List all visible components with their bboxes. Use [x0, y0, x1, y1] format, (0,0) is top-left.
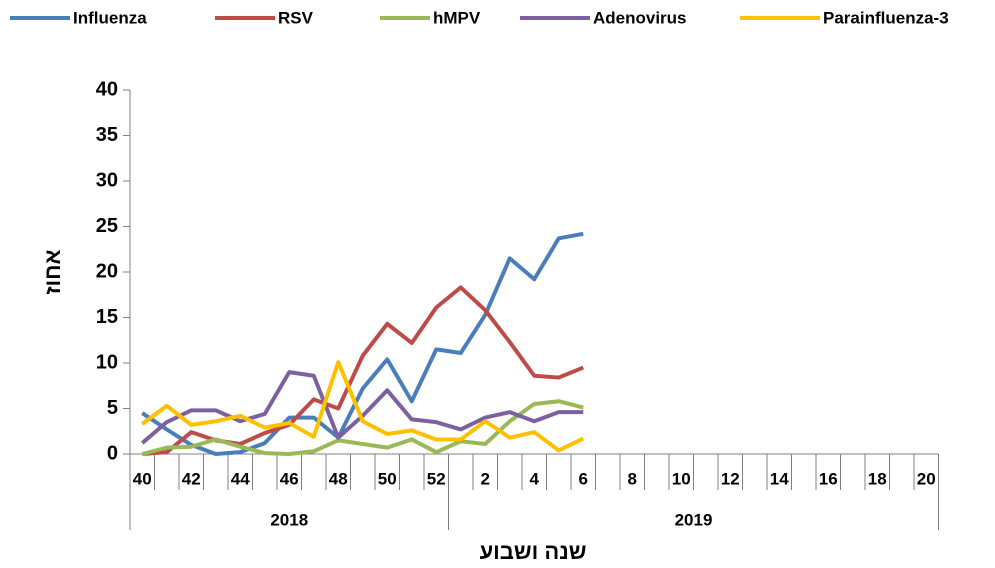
- series-line: [141, 360, 585, 453]
- x-tick-label: 44: [231, 469, 250, 488]
- y-tick-label: 40: [96, 78, 118, 100]
- y-tick-label: 35: [96, 124, 118, 146]
- x-tick-label: 42: [182, 469, 201, 488]
- x-tick-label: 4: [530, 469, 540, 488]
- y-tick-label: 30: [96, 169, 118, 191]
- y-axis-title: אחוז: [40, 249, 65, 294]
- x-tick-label: 8: [628, 469, 637, 488]
- series-line: [141, 231, 584, 456]
- y-tick-label: 5: [107, 397, 118, 419]
- x-tick-label: 50: [378, 469, 397, 488]
- x-tick-label: 14: [770, 469, 789, 488]
- x-tick-label: 20: [917, 469, 936, 488]
- y-tick-label: 15: [96, 306, 118, 328]
- legend-label: Influenza: [73, 8, 147, 27]
- x-tick-label: 46: [280, 469, 299, 488]
- y-tick-label: 10: [96, 351, 118, 373]
- legend-label: RSV: [278, 8, 314, 27]
- legend-label: Parainfluenza-3: [823, 8, 949, 27]
- x-tick-label: 48: [329, 469, 348, 488]
- group-label: 2018: [270, 510, 308, 529]
- group-label: 2019: [675, 510, 713, 529]
- x-tick-label: 12: [721, 469, 740, 488]
- x-tick-label: 10: [672, 469, 691, 488]
- y-tick-label: 25: [96, 215, 118, 237]
- x-tick-label: 40: [133, 469, 152, 488]
- x-tick-label: 6: [579, 469, 588, 488]
- x-axis-title: שנה ושבוע: [480, 539, 587, 564]
- y-tick-label: 20: [96, 260, 118, 282]
- series-line: [141, 399, 584, 456]
- legend-label: hMPV: [433, 8, 481, 27]
- x-tick-label: 18: [868, 469, 887, 488]
- y-tick-label: 0: [107, 442, 118, 464]
- series-line: [142, 285, 585, 456]
- legend-label: Adenovirus: [593, 8, 687, 27]
- x-tick-label: 2: [481, 469, 490, 488]
- series-line: [140, 370, 584, 445]
- x-tick-label: 16: [819, 469, 838, 488]
- x-tick-label: 52: [427, 469, 446, 488]
